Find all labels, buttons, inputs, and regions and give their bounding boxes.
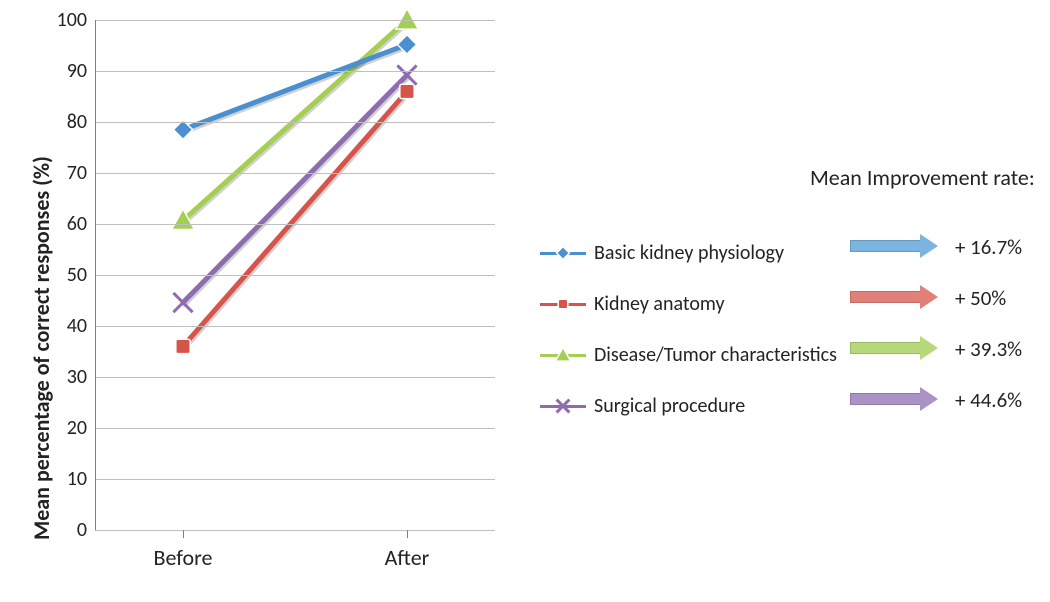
series-marker <box>400 84 414 98</box>
gridline <box>95 530 495 531</box>
x-tick-label: After <box>347 544 467 571</box>
legend-entry: Surgical procedure <box>540 392 745 420</box>
legend-label: Surgical procedure <box>594 394 745 418</box>
y-tick-label: 100 <box>37 8 87 32</box>
improvement-arrow-head <box>920 234 938 258</box>
legend-entry: Disease/Tumor characteristics <box>540 341 837 369</box>
figure-root: Mean percentage of correct responses (%)… <box>0 0 1050 602</box>
y-tick-label: 80 <box>37 110 87 134</box>
gridline <box>95 377 495 378</box>
x-tick-label: Before <box>123 544 243 571</box>
gridline <box>95 20 495 21</box>
improvement-arrow-head <box>920 285 938 309</box>
y-tick-label: 40 <box>37 314 87 338</box>
y-tick-label: 30 <box>37 365 87 389</box>
y-tick-label: 20 <box>37 416 87 440</box>
gridline <box>95 326 495 327</box>
y-tick-label: 90 <box>37 59 87 83</box>
gridline <box>95 224 495 225</box>
improvement-arrow-head <box>920 387 938 411</box>
gridline <box>95 479 495 480</box>
gridline <box>95 71 495 72</box>
legend-label: Basic kidney physiology <box>594 241 784 265</box>
x-tick <box>183 530 184 538</box>
improvement-arrow <box>850 240 920 252</box>
improvement-value: + 39.3% <box>955 336 1022 362</box>
improvement-title: Mean Improvement rate: <box>810 164 1035 191</box>
legend-label: Kidney anatomy <box>594 292 725 316</box>
gridline <box>95 173 495 174</box>
y-tick-label: 60 <box>37 212 87 236</box>
improvement-value: + 16.7% <box>955 234 1022 260</box>
legend-swatch <box>540 239 586 267</box>
y-tick-label: 10 <box>37 467 87 491</box>
improvement-arrow <box>850 393 920 405</box>
gridline <box>95 428 495 429</box>
legend-label: Disease/Tumor characteristics <box>594 343 837 367</box>
gridline <box>95 275 495 276</box>
legend-entry: Kidney anatomy <box>540 290 725 318</box>
y-tick-label: 0 <box>37 518 87 542</box>
y-tick-label: 70 <box>37 161 87 185</box>
improvement-arrow <box>850 291 920 303</box>
improvement-arrow-head <box>920 336 938 360</box>
legend-swatch <box>540 290 586 318</box>
gridline <box>95 122 495 123</box>
series-marker <box>396 9 419 30</box>
x-tick <box>407 530 408 538</box>
improvement-arrow <box>850 342 920 354</box>
legend-swatch <box>540 341 586 369</box>
y-tick-label: 50 <box>37 263 87 287</box>
legend-entry: Basic kidney physiology <box>540 239 784 267</box>
series-line <box>183 91 407 346</box>
improvement-value: + 44.6% <box>955 387 1022 413</box>
improvement-value: + 50% <box>955 285 1006 311</box>
y-axis-line <box>95 20 96 530</box>
series-marker <box>176 339 190 353</box>
legend-swatch <box>540 392 586 420</box>
